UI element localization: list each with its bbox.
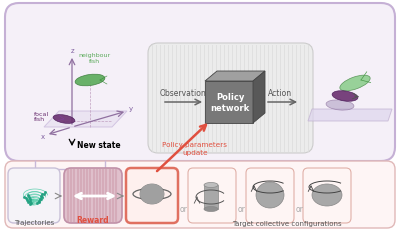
FancyBboxPatch shape: [303, 168, 351, 223]
FancyBboxPatch shape: [126, 168, 178, 223]
Text: New state: New state: [77, 141, 121, 150]
FancyBboxPatch shape: [64, 168, 122, 223]
Ellipse shape: [204, 183, 218, 188]
Text: Reward: Reward: [77, 215, 109, 224]
Ellipse shape: [53, 115, 75, 124]
Ellipse shape: [312, 184, 342, 206]
FancyBboxPatch shape: [188, 168, 236, 223]
Text: y: y: [129, 106, 133, 112]
Text: or: or: [238, 205, 246, 214]
Text: or: or: [296, 205, 304, 214]
FancyBboxPatch shape: [8, 168, 60, 223]
Ellipse shape: [326, 100, 354, 111]
Polygon shape: [205, 82, 253, 123]
Text: x: x: [41, 134, 45, 139]
Polygon shape: [44, 112, 127, 128]
Ellipse shape: [140, 184, 164, 204]
Text: neighbour
fish: neighbour fish: [78, 53, 110, 64]
Polygon shape: [204, 185, 218, 209]
Text: focal
fish: focal fish: [34, 111, 49, 122]
Text: Observation: Observation: [160, 89, 206, 97]
Ellipse shape: [340, 76, 370, 91]
Ellipse shape: [75, 75, 105, 86]
Ellipse shape: [256, 182, 284, 208]
FancyBboxPatch shape: [148, 44, 313, 153]
Polygon shape: [253, 72, 265, 123]
Polygon shape: [308, 109, 392, 122]
FancyBboxPatch shape: [246, 168, 294, 223]
Text: Policy parameters
update: Policy parameters update: [162, 142, 228, 155]
Ellipse shape: [204, 207, 218, 212]
FancyBboxPatch shape: [5, 161, 395, 228]
FancyBboxPatch shape: [5, 4, 395, 161]
Text: Policy
network: Policy network: [210, 93, 250, 112]
Text: or: or: [180, 205, 188, 214]
Polygon shape: [205, 72, 265, 82]
Text: Target collective configurations: Target collective configurations: [232, 220, 342, 226]
Text: Trajectories: Trajectories: [14, 219, 54, 225]
Text: z: z: [71, 48, 75, 54]
Ellipse shape: [332, 91, 358, 102]
Ellipse shape: [140, 184, 164, 204]
Text: Action: Action: [268, 89, 292, 97]
